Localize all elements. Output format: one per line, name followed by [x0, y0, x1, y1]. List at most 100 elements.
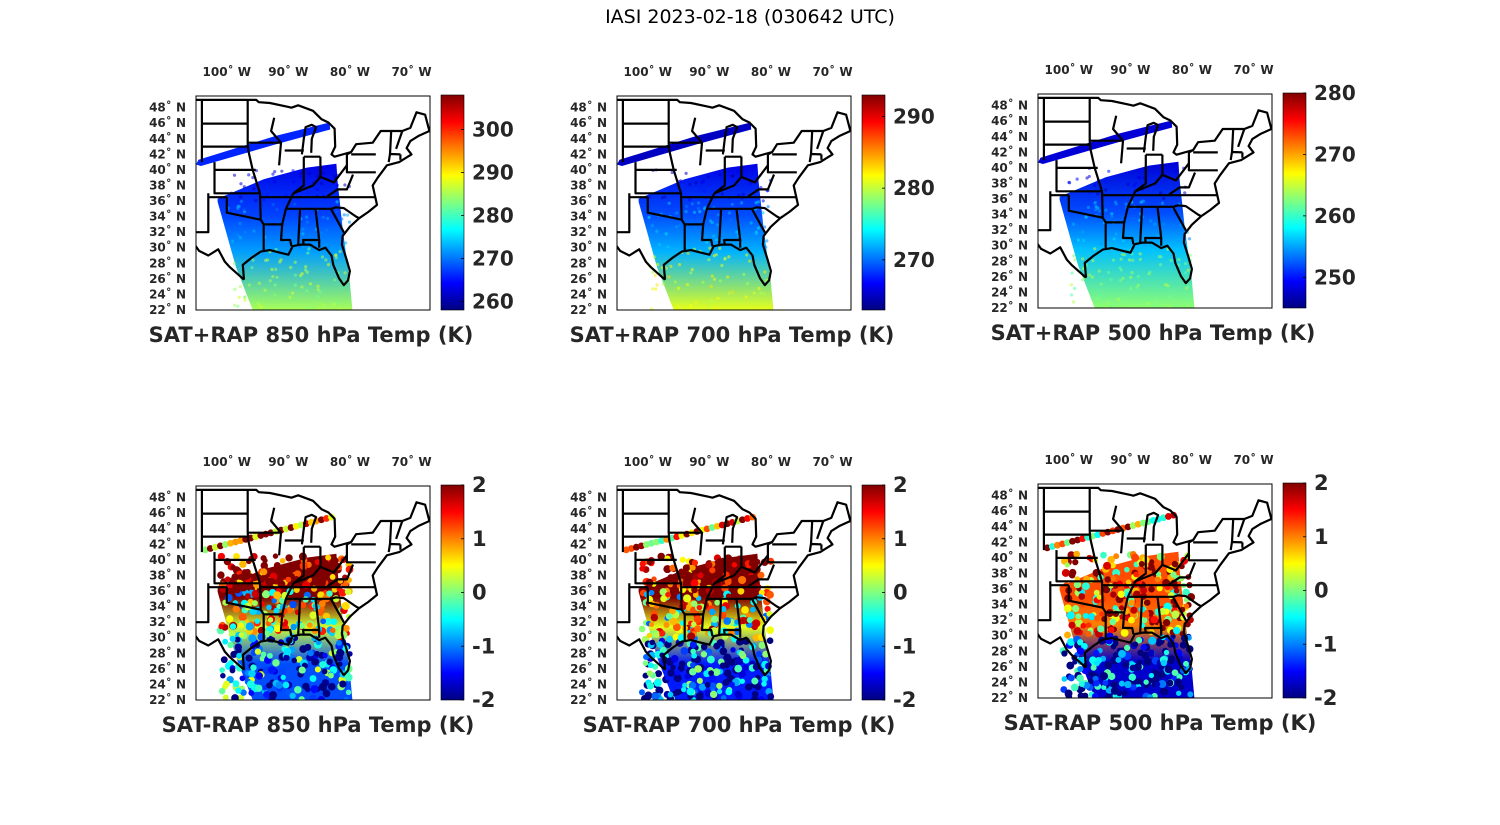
swath-pixel	[1071, 222, 1076, 226]
swath-pixel	[1098, 294, 1102, 298]
difference-point	[692, 592, 699, 598]
swath-pixel	[676, 304, 680, 308]
difference-point	[1141, 587, 1147, 594]
swath-pixel	[293, 260, 297, 264]
swath-pixel	[1096, 192, 1100, 196]
swath-pixel	[242, 208, 246, 212]
state-border	[700, 192, 716, 247]
swath-pixel	[716, 296, 720, 300]
map-plot-3: 100˚ W 90˚ W 80˚ W 70˚ W 48˚ N46˚ N44˚ N42˚ …	[149, 454, 495, 737]
difference-point	[756, 650, 762, 657]
swath-pixel	[657, 243, 662, 247]
lat-tick-label: 22˚ N	[991, 300, 1028, 315]
swath-pixel	[730, 174, 734, 178]
difference-point	[716, 688, 723, 695]
panel-title: SAT-RAP 850 hPa Temp (K)	[162, 713, 475, 737]
colorbar-tick-label: 2	[893, 473, 908, 497]
swath-pixel	[1110, 242, 1114, 247]
swath-pixel	[320, 255, 325, 259]
colorbar-tick-label: -2	[1314, 686, 1337, 710]
swath-pixel	[1162, 222, 1166, 226]
state-border	[1171, 596, 1187, 622]
difference-point	[695, 692, 704, 700]
difference-point	[267, 617, 274, 623]
difference-point	[217, 552, 226, 561]
difference-point	[307, 649, 314, 657]
state-border	[292, 554, 348, 585]
difference-point	[1110, 575, 1116, 582]
state-border	[713, 156, 726, 195]
difference-point	[1187, 691, 1194, 698]
difference-point	[260, 568, 268, 576]
colorbar-tick-label: 300	[472, 117, 514, 141]
state-border	[302, 208, 321, 246]
difference-point	[263, 690, 271, 699]
swath-pixel	[765, 239, 769, 243]
swath-pixel	[252, 187, 256, 191]
lat-tick-label: 38˚ N	[149, 567, 186, 582]
difference-point	[745, 683, 753, 691]
difference-point	[755, 684, 761, 691]
lat-tick-label: 38˚ N	[149, 177, 186, 192]
state-border	[718, 208, 723, 245]
swath-pixel	[754, 232, 758, 236]
colorbar-tick-label: 1	[893, 527, 908, 551]
difference-point	[239, 675, 246, 682]
swath-pixel	[1188, 253, 1192, 257]
swath-pixel	[284, 192, 288, 196]
difference-point	[638, 689, 645, 696]
swath-pixel	[761, 211, 765, 215]
swath-pixel	[667, 275, 671, 279]
difference-point	[218, 687, 226, 695]
difference-point	[239, 560, 247, 568]
swath-pixel	[251, 258, 255, 262]
colorbar-tick-label: -2	[893, 688, 916, 712]
state-border	[713, 164, 769, 195]
swath-pixel	[307, 191, 311, 195]
difference-point	[723, 617, 732, 625]
swath-pixel	[741, 192, 745, 196]
swath-pixel	[298, 174, 303, 179]
difference-point	[1128, 599, 1135, 606]
state-border	[329, 598, 345, 624]
lat-tick-label: 32˚ N	[149, 614, 186, 629]
swath-pixel	[740, 201, 744, 205]
swath-pixel	[299, 171, 303, 176]
difference-point	[694, 625, 702, 633]
swath-pixel	[654, 287, 658, 291]
difference-point	[709, 682, 717, 691]
colorbar-tick-label: 250	[1314, 265, 1356, 289]
state-border	[326, 174, 355, 198]
swath-pixel	[1093, 183, 1097, 187]
lat-tick-label: 32˚ N	[149, 224, 186, 239]
swath-pixel	[713, 173, 717, 177]
difference-point	[655, 670, 663, 678]
difference-point	[757, 571, 765, 579]
difference-point	[1133, 571, 1139, 578]
difference-point	[1064, 631, 1071, 639]
difference-point	[334, 631, 343, 640]
swath-pixel	[752, 291, 756, 295]
difference-point	[766, 590, 774, 599]
swath-pixel	[273, 283, 277, 287]
difference-point	[709, 675, 716, 682]
swath-pixel	[1112, 237, 1116, 241]
difference-point	[1135, 686, 1144, 695]
swath-pixel	[301, 245, 305, 249]
lat-tick-label: 36˚ N	[570, 193, 607, 208]
swath-pixel	[301, 232, 305, 236]
lat-tick-label: 42˚ N	[149, 146, 186, 161]
us-mexico-border	[1038, 234, 1087, 279]
difference-point	[742, 664, 750, 671]
difference-point	[666, 635, 674, 643]
swath-pixel	[236, 304, 240, 308]
difference-point	[679, 556, 686, 563]
swath-pixel	[1171, 168, 1176, 173]
lon-tick-label: 80˚ W	[330, 64, 370, 79]
swath-pixel	[1087, 174, 1091, 179]
difference-point	[248, 690, 255, 696]
difference-point	[218, 623, 224, 630]
swath-pixel	[1116, 297, 1120, 301]
colorbar-tick-label: 260	[472, 289, 514, 313]
difference-point	[656, 641, 664, 648]
